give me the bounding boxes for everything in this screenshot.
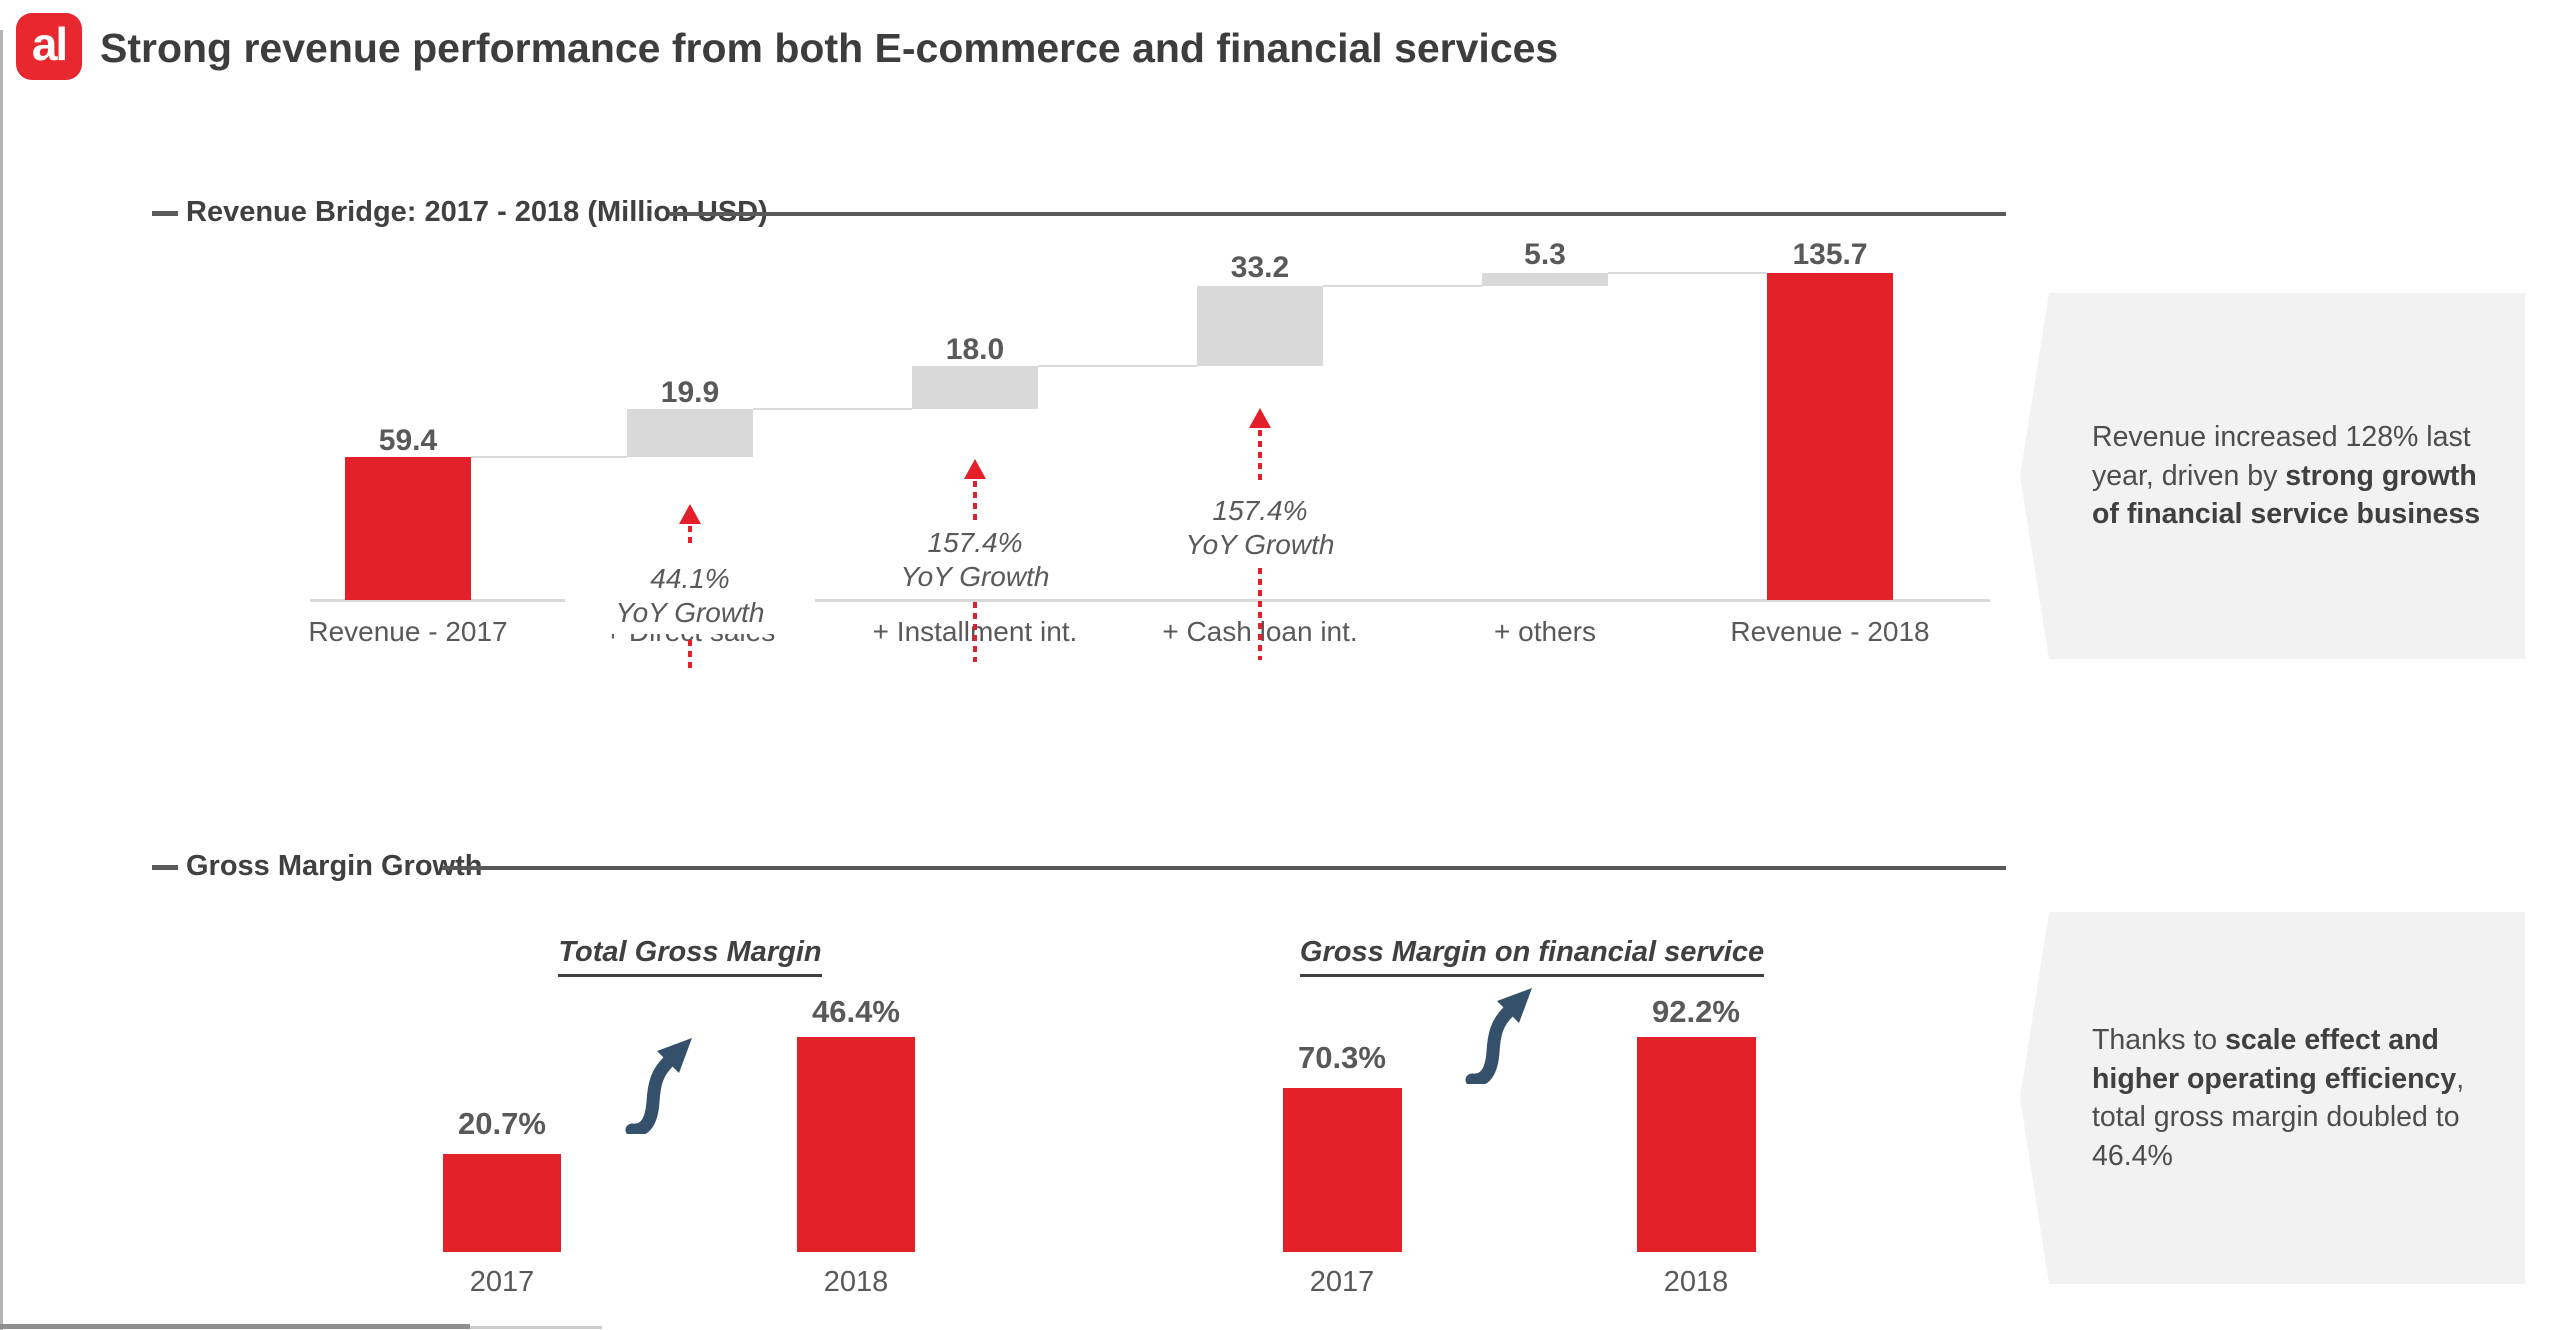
- yoy-annotation: 44.1% YoY Growth: [565, 560, 815, 634]
- section-dash-icon: [152, 865, 178, 870]
- callout-margin-doubled: Thanks to scale effect and higher operat…: [2020, 912, 2525, 1284]
- up-arrow-icon: [679, 504, 701, 524]
- year-label: 2017: [469, 1266, 535, 1298]
- section-dash-icon: [152, 211, 178, 216]
- section-heading-gross-margin: Gross Margin Growth: [186, 850, 483, 882]
- yoy-percent: 157.4%: [927, 527, 1023, 558]
- bar-revenue-2017: [345, 457, 471, 600]
- section-rule: [442, 866, 2006, 870]
- bottom-partial-rule-light: [470, 1326, 602, 1329]
- dashed-arrow-line: [1258, 568, 1262, 660]
- section-rule: [670, 212, 2006, 216]
- value-label: 33.2: [1230, 251, 1290, 284]
- value-label: 59.4: [378, 424, 438, 457]
- year-label: 2018: [1663, 1266, 1729, 1298]
- year-label: 2018: [823, 1266, 889, 1298]
- up-arrow-icon: [1249, 408, 1271, 428]
- bar-installment-int: [912, 366, 1038, 409]
- connector-line: [1038, 365, 1197, 367]
- logo-text: al: [31, 17, 68, 70]
- chart-title: Total Gross Margin: [440, 936, 940, 977]
- bar-others: [1482, 273, 1608, 286]
- growth-arrow-icon: [1465, 988, 1532, 1084]
- yoy-caption: YoY Growth: [900, 561, 1050, 592]
- bar-direct-sales: [627, 409, 753, 457]
- dashed-arrow-line: [1258, 430, 1262, 480]
- bar-cash-loan-int: [1197, 286, 1323, 366]
- dashed-arrow-line: [973, 602, 977, 662]
- bar-2018: [797, 1037, 915, 1252]
- yoy-percent: 44.1%: [650, 563, 730, 594]
- value-label: 18.0: [945, 333, 1005, 366]
- yoy-annotation: 157.4% YoY Growth: [1135, 492, 1385, 566]
- x-axis-line: [310, 599, 1990, 602]
- yoy-caption: YoY Growth: [1185, 529, 1335, 560]
- yoy-caption: YoY Growth: [615, 597, 765, 628]
- company-logo: al: [16, 13, 82, 80]
- dashed-arrow-line: [688, 526, 692, 548]
- bottom-partial-rule: [0, 1324, 470, 1329]
- callout-text: Thanks to scale effect and higher operat…: [2092, 1024, 2465, 1172]
- bar-2018: [1637, 1037, 1756, 1252]
- callout-text: Revenue increased 128% last year, driven…: [2092, 421, 2481, 531]
- category-label: Revenue - 2017: [308, 616, 508, 647]
- connector-line: [1608, 272, 1767, 274]
- bar-2017: [1283, 1088, 1402, 1252]
- dashed-arrow-line: [688, 640, 692, 668]
- dashed-arrow-line: [973, 481, 977, 522]
- connector-line: [753, 408, 912, 410]
- value-label: 19.9: [660, 376, 720, 409]
- connector-line: [471, 456, 627, 458]
- growth-arrow-icon: [625, 1038, 692, 1134]
- page-title: Strong revenue performance from both E-c…: [100, 25, 1559, 71]
- callout-revenue-growth: Revenue increased 128% last year, driven…: [2020, 293, 2525, 659]
- up-arrow-icon: [964, 459, 986, 479]
- yoy-percent: 157.4%: [1212, 495, 1308, 526]
- value-label: 5.3: [1524, 238, 1566, 271]
- value-label: 135.7: [1792, 238, 1868, 271]
- percent-label: 70.3%: [1298, 1040, 1386, 1075]
- percent-label: 20.7%: [458, 1106, 546, 1141]
- year-label: 2017: [1309, 1266, 1375, 1298]
- percent-label: 92.2%: [1652, 994, 1740, 1029]
- slide-left-border: [0, 30, 3, 1330]
- percent-label: 46.4%: [812, 994, 900, 1029]
- category-label: + others: [1494, 616, 1596, 647]
- connector-line: [1323, 285, 1482, 287]
- bar-2017: [443, 1154, 561, 1252]
- chart-title: Gross Margin on financial service: [1232, 936, 1832, 977]
- yoy-annotation: 157.4% YoY Growth: [850, 524, 1100, 598]
- bar-revenue-2018: [1767, 273, 1893, 600]
- category-label: Revenue - 2018: [1730, 616, 1930, 647]
